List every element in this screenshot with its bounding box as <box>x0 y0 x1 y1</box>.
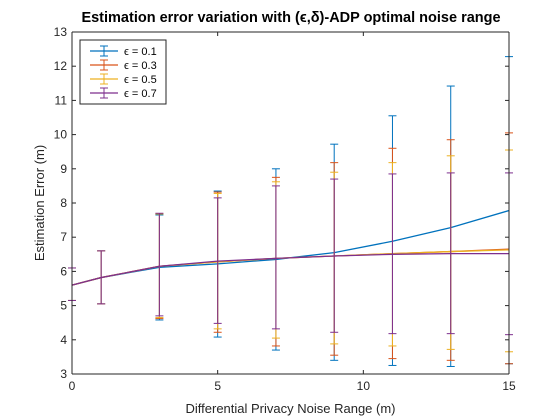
y-tick-label: 7 <box>60 230 67 244</box>
legend-entry: ϵ = 0.5 <box>90 73 157 86</box>
legend-label: ϵ = 0.7 <box>124 88 157 100</box>
x-tick-label: 5 <box>214 379 221 393</box>
y-tick-label: 12 <box>54 59 68 73</box>
legend-entry: ϵ = 0.7 <box>90 87 157 100</box>
x-tick-label: 10 <box>357 379 371 393</box>
y-tick-label: 11 <box>55 93 68 107</box>
y-tick-label: 5 <box>60 299 67 313</box>
x-tick-label: 0 <box>69 379 76 393</box>
series-line <box>71 252 509 286</box>
axes-layer: 0 5 10 15 3 4 5 6 7 8 9 10 11 12 13 <box>54 25 516 393</box>
legend-entry: ϵ = 0.3 <box>90 59 157 72</box>
y-tick-label: 13 <box>54 25 68 39</box>
legend: ϵ = 0.1 ϵ = 0.3 ϵ = 0.5 ϵ = 0.7 <box>79 39 167 105</box>
y-tick-label: 6 <box>60 264 67 278</box>
y-axis-label: Estimation Error (m) <box>32 145 47 261</box>
y-tick-label: 10 <box>54 128 68 142</box>
legend-entry: ϵ = 0.1 <box>90 45 157 58</box>
x-axis-label: Differential Privacy Noise Range (m) <box>186 401 396 416</box>
y-tick-label: 3 <box>60 367 67 381</box>
legend-label: ϵ = 0.5 <box>124 74 157 86</box>
legend-label: ϵ = 0.3 <box>124 60 157 72</box>
series-4 <box>68 172 513 336</box>
legend-label: ϵ = 0.1 <box>124 46 157 58</box>
y-tick-label: 8 <box>60 196 67 210</box>
y-tick-label: 4 <box>60 333 67 347</box>
y-tick-label: 9 <box>60 162 67 176</box>
x-tick-label: 15 <box>502 379 516 393</box>
chart-title: Estimation error variation with (ϵ,δ)-AD… <box>81 10 500 26</box>
